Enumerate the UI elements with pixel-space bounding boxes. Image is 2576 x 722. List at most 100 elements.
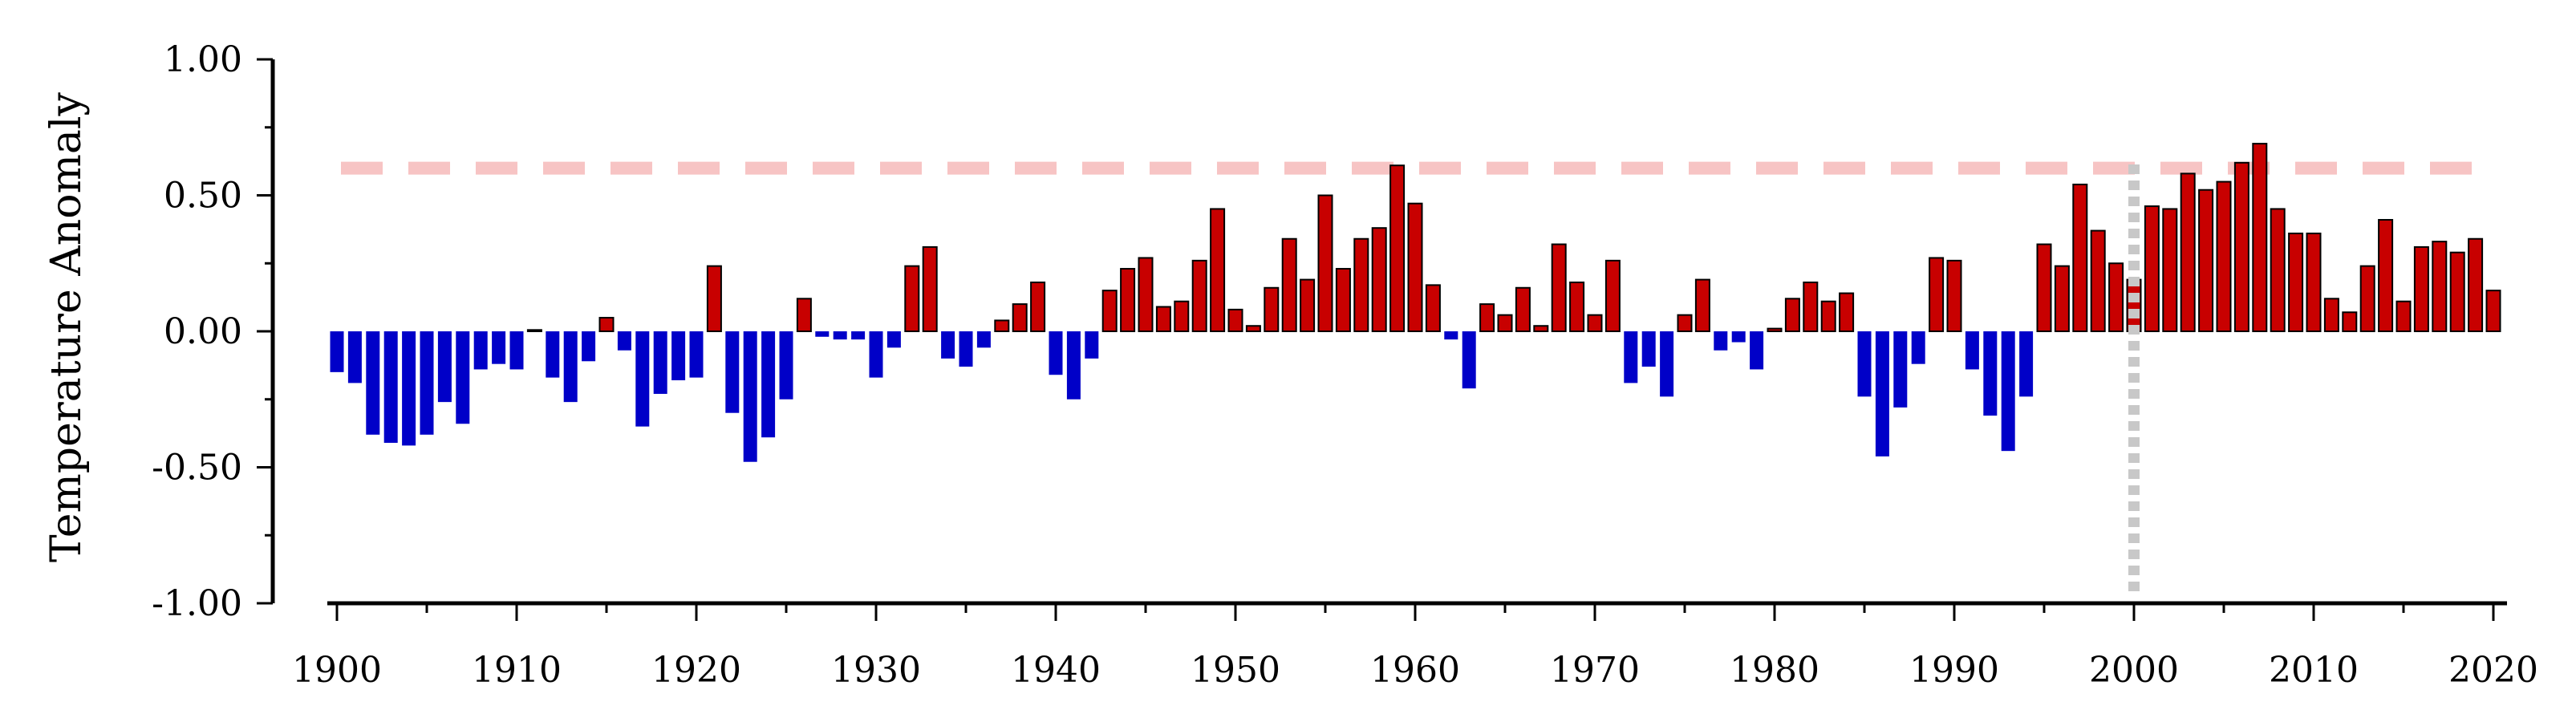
bar-1951 <box>1245 325 1261 333</box>
bar-1930 <box>869 331 883 378</box>
bar-1927 <box>815 331 830 337</box>
bar-1908 <box>473 331 488 370</box>
bar-1956 <box>1335 268 1351 332</box>
x-tick-label: 1910 <box>472 650 562 691</box>
bar-1958 <box>1371 227 1387 332</box>
bar-2018 <box>2449 251 2465 332</box>
bar-2011 <box>2323 298 2339 333</box>
bar-1917 <box>635 331 650 427</box>
bar-1984 <box>1839 292 1855 333</box>
bar-2006 <box>2233 161 2249 332</box>
bar-1991 <box>1965 331 1979 370</box>
bar-1932 <box>904 265 920 333</box>
bar-1998 <box>2090 229 2106 333</box>
bar-1916 <box>617 331 631 351</box>
bar-1996 <box>2054 265 2070 333</box>
bar-1903 <box>383 331 398 443</box>
bar-2013 <box>2359 265 2375 333</box>
labels-layer: -1.00 -0.50 0.00 0.50 1.00 1900 1910 1920 1930 19… <box>152 39 2538 691</box>
x-tick-label: 1960 <box>1370 650 1460 691</box>
x-tick-label: 1980 <box>1730 650 1819 691</box>
bar-1942 <box>1085 331 1099 359</box>
x-tick-label: 1990 <box>1909 650 1999 691</box>
bar-2007 <box>2252 143 2268 332</box>
bar-2012 <box>2342 311 2358 332</box>
bar-1931 <box>886 331 901 348</box>
bar-1945 <box>1138 257 1154 332</box>
bar-2005 <box>2216 180 2232 332</box>
bar-1905 <box>420 331 434 435</box>
bar-1944 <box>1120 268 1136 332</box>
bar-1995 <box>2036 243 2052 332</box>
bar-1919 <box>671 331 686 381</box>
bar-2008 <box>2270 208 2286 333</box>
bar-1941 <box>1066 331 1081 400</box>
bar-1913 <box>563 331 578 403</box>
bar-1961 <box>1425 284 1441 332</box>
bar-1952 <box>1264 286 1280 333</box>
bar-1997 <box>2072 183 2088 332</box>
y-tick-label: -0.50 <box>152 448 242 489</box>
y-tick-label: 0.00 <box>164 311 242 352</box>
bar-1962 <box>1444 331 1458 340</box>
bar-1979 <box>1750 331 1764 370</box>
bar-1900 <box>330 331 344 372</box>
bar-1973 <box>1641 331 1656 367</box>
bar-1924 <box>761 331 776 438</box>
bar-1971 <box>1604 259 1621 332</box>
bar-1943 <box>1101 290 1118 332</box>
bar-1940 <box>1049 331 1063 375</box>
bar-1976 <box>1694 278 1710 332</box>
x-tick-label: 2020 <box>2448 650 2538 691</box>
bar-1955 <box>1317 194 1333 332</box>
bar-1902 <box>366 331 380 435</box>
bar-1960 <box>1407 202 1423 332</box>
bar-2003 <box>2180 172 2196 332</box>
bar-1982 <box>1803 281 1819 333</box>
bar-1992 <box>1983 331 1998 416</box>
bar-1968 <box>1551 243 1567 332</box>
bar-1964 <box>1479 303 1495 333</box>
bar-1938 <box>1012 303 1028 333</box>
bars-layer <box>330 143 2501 462</box>
bar-1934 <box>941 331 955 359</box>
bar-2002 <box>2162 208 2178 333</box>
bar-1988 <box>1911 331 1925 364</box>
bar-2015 <box>2395 300 2412 332</box>
bar-1915 <box>598 317 615 332</box>
bar-1936 <box>976 331 991 348</box>
y-tick-label: -1.00 <box>152 583 242 624</box>
bar-1999 <box>2108 262 2124 332</box>
bar-1957 <box>1353 237 1369 332</box>
y-tick-label: 0.50 <box>164 176 242 217</box>
bar-1950 <box>1227 308 1243 333</box>
bar-1937 <box>994 319 1010 333</box>
bar-1970 <box>1587 314 1603 333</box>
x-tick-label: 1970 <box>1550 650 1640 691</box>
x-tick-label: 1920 <box>651 650 741 691</box>
bar-1904 <box>402 331 416 446</box>
bar-2000 <box>2126 278 2142 332</box>
bar-1965 <box>1497 314 1513 333</box>
x-tick-label: 1940 <box>1011 650 1101 691</box>
bar-1914 <box>582 331 596 362</box>
y-axis-title: Temperature Anomaly <box>43 91 91 562</box>
bar-1948 <box>1191 259 1207 332</box>
bar-1983 <box>1820 300 1836 332</box>
bar-2014 <box>2378 219 2394 333</box>
bar-2004 <box>2198 189 2214 332</box>
bar-1910 <box>509 331 524 370</box>
bar-2001 <box>2144 205 2160 332</box>
bar-1993 <box>2001 331 2015 452</box>
bar-1967 <box>1533 325 1549 333</box>
bar-1906 <box>437 331 452 403</box>
bar-1947 <box>1174 300 1190 332</box>
bar-1923 <box>743 331 757 462</box>
bar-1972 <box>1624 331 1638 383</box>
y-tick-label: 1.00 <box>164 39 242 80</box>
bar-1975 <box>1677 314 1693 333</box>
bar-1921 <box>706 265 722 333</box>
x-tick-label: 1950 <box>1191 650 1280 691</box>
bar-1922 <box>725 331 740 413</box>
